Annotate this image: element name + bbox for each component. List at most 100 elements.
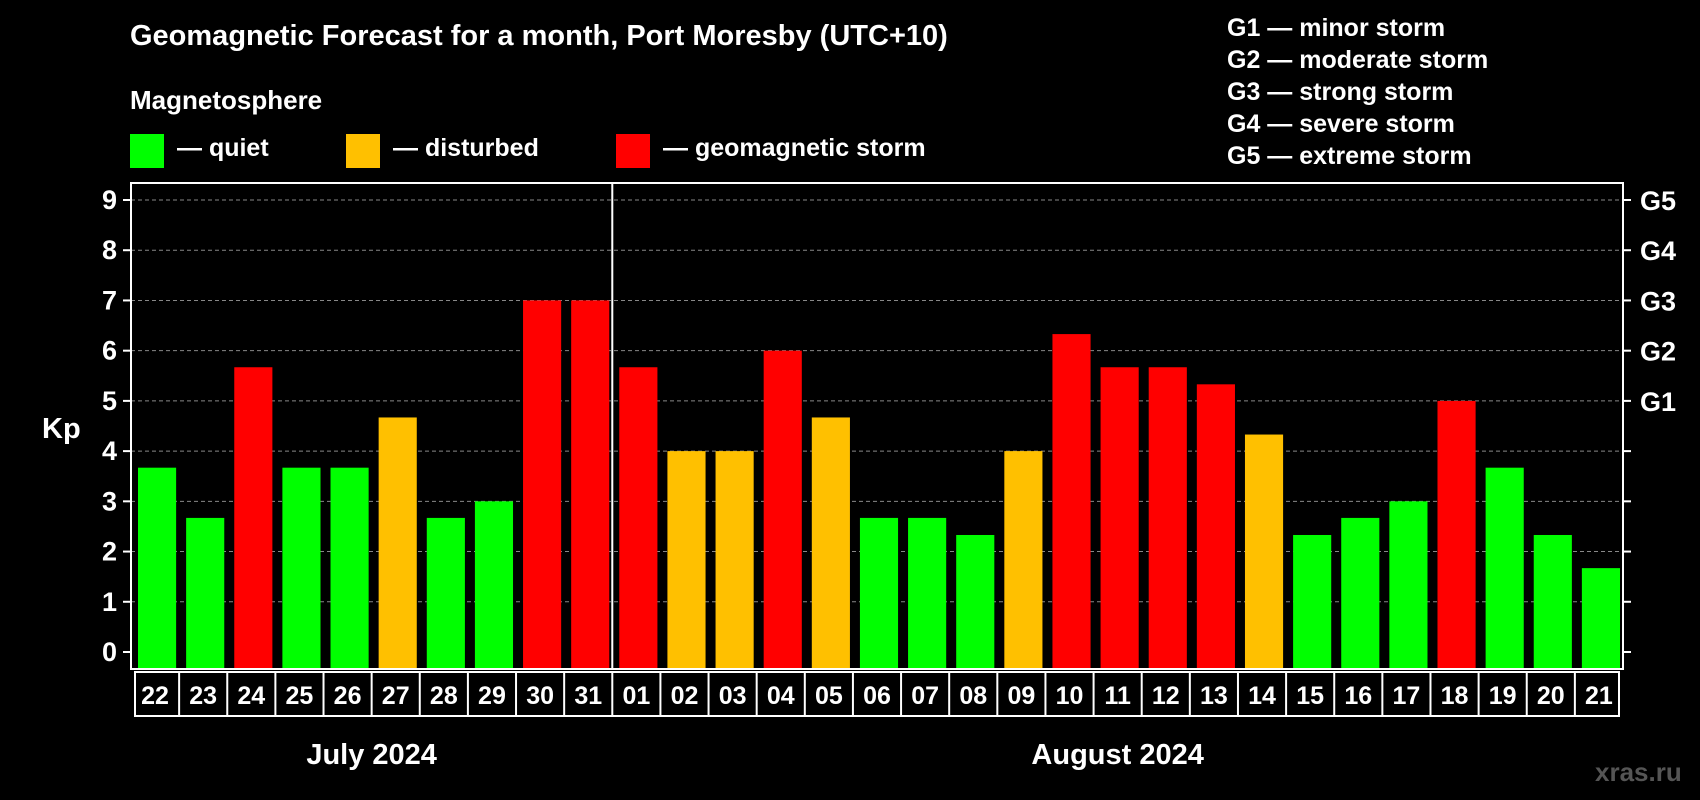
y-tick-label: 0 xyxy=(102,637,117,667)
date-label-12: 12 xyxy=(1152,682,1180,710)
date-label-18: 18 xyxy=(1441,682,1469,710)
bar-23 xyxy=(186,517,225,668)
bar-07 xyxy=(908,517,947,668)
plot-frame xyxy=(130,182,1624,670)
y-tick-label: 3 xyxy=(102,486,117,516)
date-label-27: 27 xyxy=(382,682,410,710)
g-level-label: G2 xyxy=(1640,337,1676,367)
bar-13 xyxy=(1196,384,1235,668)
bar-30 xyxy=(523,300,562,668)
g-legend-g3: G3 — strong storm xyxy=(1227,78,1454,106)
legend-label-storm: — geomagnetic storm xyxy=(663,134,926,162)
y-tick-label: 7 xyxy=(102,285,117,315)
bar-14 xyxy=(1244,434,1284,668)
date-label-15: 15 xyxy=(1296,682,1324,710)
bar-16 xyxy=(1341,517,1380,668)
bar-04 xyxy=(763,350,802,668)
date-label-22: 22 xyxy=(141,682,169,710)
legend-label-disturbed: — disturbed xyxy=(393,134,539,162)
date-label-28: 28 xyxy=(430,682,458,710)
bar-06 xyxy=(859,517,899,668)
legend-label-quiet: — quiet xyxy=(177,134,269,162)
y-tick-label: 5 xyxy=(102,386,117,416)
date-label-05: 05 xyxy=(815,682,843,710)
bar-22 xyxy=(138,467,177,668)
legend-title: Magnetosphere xyxy=(130,85,323,115)
bar-05 xyxy=(811,417,850,668)
watermark: xras.ru xyxy=(1595,757,1682,787)
bar-15 xyxy=(1293,534,1332,668)
date-label-17: 17 xyxy=(1393,682,1421,710)
bar-18 xyxy=(1437,400,1476,668)
date-label-23: 23 xyxy=(189,682,217,710)
g-legend-g1: G1 — minor storm xyxy=(1227,14,1446,42)
legend-swatch-storm xyxy=(616,134,650,168)
y-tick-label: 4 xyxy=(102,436,117,466)
y-axis-label: Kp xyxy=(42,413,81,445)
date-label-31: 31 xyxy=(574,682,602,710)
y-tick-label: 9 xyxy=(102,185,117,215)
date-label-19: 19 xyxy=(1489,682,1517,710)
legend-swatch-quiet xyxy=(130,134,164,168)
y-tick-label: 2 xyxy=(102,537,117,567)
bar-28 xyxy=(426,517,465,668)
bar-20 xyxy=(1533,534,1572,668)
y-tick-label: 8 xyxy=(102,235,117,265)
bar-21 xyxy=(1581,568,1620,668)
month-label-0: July 2024 xyxy=(306,739,437,771)
date-label-29: 29 xyxy=(478,682,506,710)
date-label-20: 20 xyxy=(1537,682,1565,710)
date-label-30: 30 xyxy=(526,682,554,710)
bars xyxy=(138,300,1620,668)
date-label-01: 01 xyxy=(622,682,650,710)
bar-19 xyxy=(1485,467,1524,668)
date-label-03: 03 xyxy=(719,682,747,710)
bar-09 xyxy=(1004,451,1043,668)
date-label-02: 02 xyxy=(671,682,699,710)
date-label-14: 14 xyxy=(1248,682,1276,710)
chart-title: Geomagnetic Forecast for a month, Port M… xyxy=(130,20,948,52)
date-label-25: 25 xyxy=(286,682,314,710)
g-legend-g5: G5 — extreme storm xyxy=(1227,142,1472,170)
date-label-16: 16 xyxy=(1344,682,1372,710)
g-legend-g2: G2 — moderate storm xyxy=(1227,46,1489,74)
date-label-26: 26 xyxy=(334,682,362,710)
g-level-label: G5 xyxy=(1640,186,1676,216)
bar-24 xyxy=(234,367,273,668)
y-tick-label: 1 xyxy=(102,587,117,617)
month-label-1: August 2024 xyxy=(1031,739,1203,771)
bar-17 xyxy=(1389,501,1428,668)
date-label-21: 21 xyxy=(1585,682,1613,710)
date-label-08: 08 xyxy=(959,682,987,710)
bar-26 xyxy=(330,467,369,668)
y-tick-label: 6 xyxy=(102,336,117,366)
g-legend-g4: G4 — severe storm xyxy=(1227,110,1455,138)
bar-12 xyxy=(1148,367,1187,668)
date-label-09: 09 xyxy=(1007,682,1035,710)
date-label-24: 24 xyxy=(237,682,265,710)
g-level-label: G4 xyxy=(1640,236,1676,266)
bar-01 xyxy=(619,367,658,668)
date-label-10: 10 xyxy=(1056,682,1084,710)
bar-27 xyxy=(378,417,417,668)
bar-10 xyxy=(1052,334,1091,668)
bar-03 xyxy=(715,451,754,668)
bar-29 xyxy=(474,501,514,668)
bar-02 xyxy=(667,451,706,668)
g-level-label: G1 xyxy=(1640,387,1676,417)
date-label-11: 11 xyxy=(1104,682,1131,710)
axes xyxy=(123,182,1631,717)
bar-11 xyxy=(1100,367,1139,668)
bar-08 xyxy=(956,534,995,668)
date-label-13: 13 xyxy=(1200,682,1228,710)
date-label-06: 06 xyxy=(863,682,891,710)
bar-31 xyxy=(571,300,610,668)
legend-swatch-disturbed xyxy=(346,134,380,168)
date-label-04: 04 xyxy=(767,682,795,710)
bar-25 xyxy=(282,467,321,668)
date-row-frame xyxy=(134,671,1620,717)
date-label-07: 07 xyxy=(911,682,939,710)
g-level-label: G3 xyxy=(1640,286,1676,316)
